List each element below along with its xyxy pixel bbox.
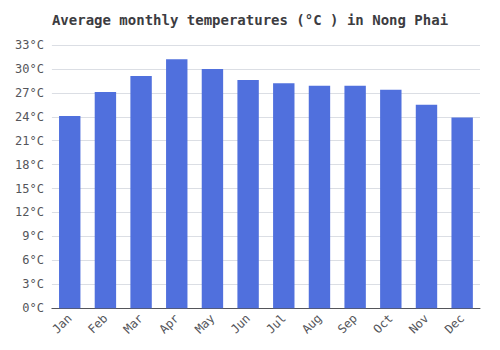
svg-text:6°C: 6°C — [22, 253, 44, 267]
svg-text:Mar: Mar — [121, 311, 146, 336]
svg-text:15°C: 15°C — [15, 182, 44, 196]
svg-text:12°C: 12°C — [15, 205, 44, 219]
svg-text:Nov: Nov — [406, 311, 431, 336]
svg-text:Jun: Jun — [228, 311, 253, 336]
svg-text:Jul: Jul — [264, 311, 289, 336]
svg-text:Apr: Apr — [156, 311, 181, 336]
svg-text:Average monthly temperatures (: Average monthly temperatures (°C ) in No… — [52, 12, 448, 28]
svg-text:3°C: 3°C — [22, 277, 44, 291]
svg-text:30°C: 30°C — [15, 62, 44, 76]
svg-text:Aug: Aug — [299, 311, 324, 336]
svg-text:Sep: Sep — [335, 311, 360, 336]
svg-text:24°C: 24°C — [15, 110, 44, 124]
svg-text:9°C: 9°C — [22, 229, 44, 243]
svg-text:Feb: Feb — [85, 311, 110, 336]
svg-text:18°C: 18°C — [15, 158, 44, 172]
svg-text:Oct: Oct — [371, 311, 396, 336]
svg-text:27°C: 27°C — [15, 86, 44, 100]
svg-text:Dec: Dec — [442, 311, 467, 336]
svg-text:0°C: 0°C — [22, 301, 44, 315]
svg-text:33°C: 33°C — [15, 38, 44, 52]
svg-text:May: May — [192, 311, 217, 336]
svg-text:21°C: 21°C — [15, 134, 44, 148]
svg-text:Jan: Jan — [49, 311, 74, 336]
